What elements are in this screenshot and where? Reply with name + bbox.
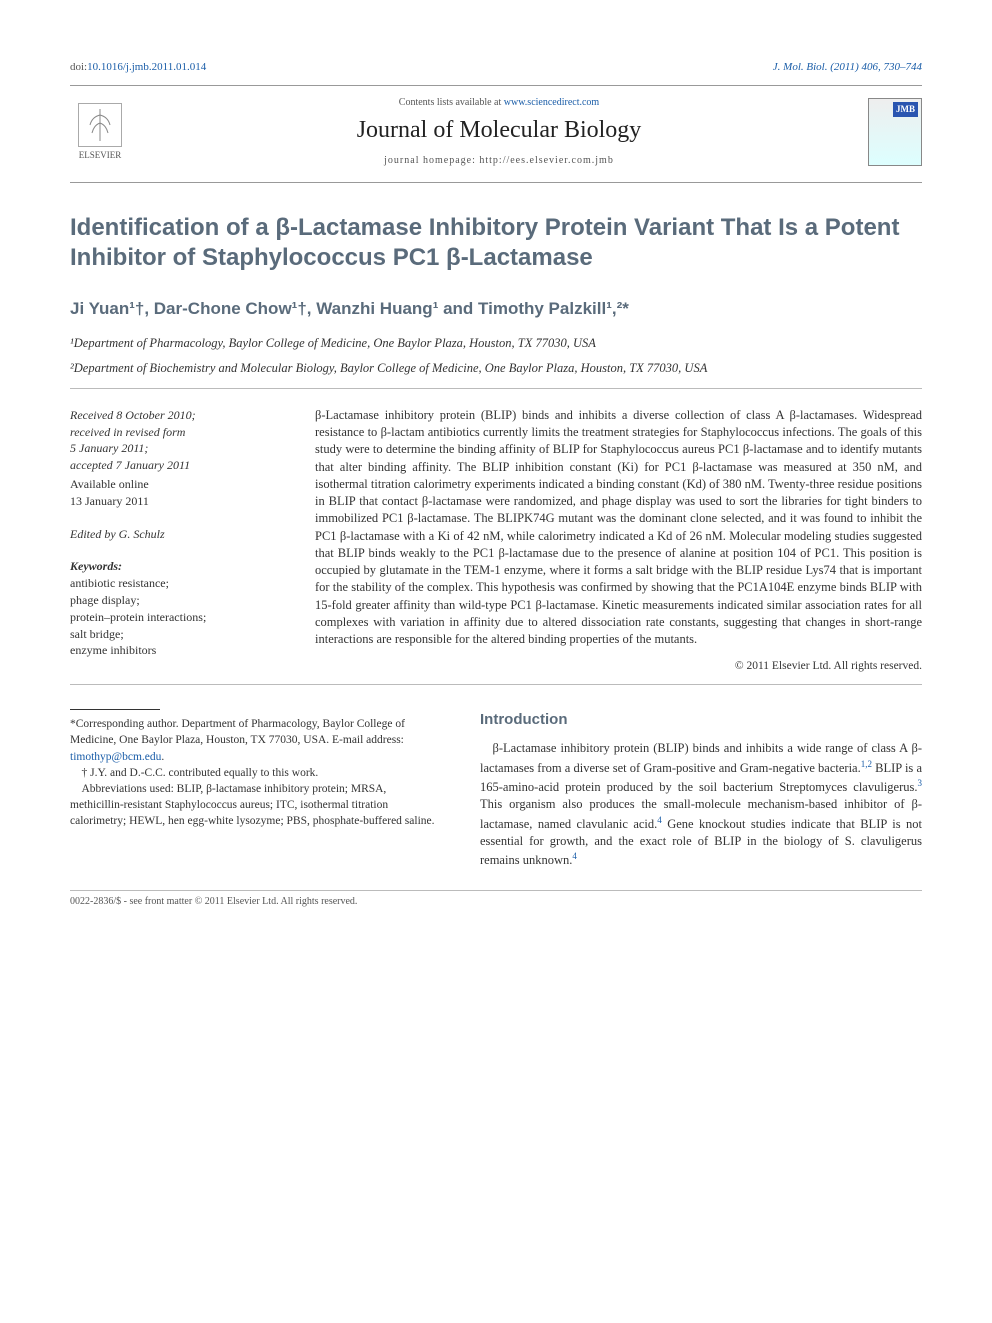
available-online: Available online 13 January 2011 (70, 476, 285, 510)
edited-by: Edited by G. Schulz (70, 526, 285, 543)
abbreviations-note: Abbreviations used: BLIP, β-lactamase in… (70, 781, 440, 829)
contents-list-line: Contents lists available at www.scienced… (130, 96, 868, 110)
contents-prefix: Contents lists available at (399, 97, 504, 108)
introduction-paragraph: β-Lactamase inhibitory protein (BLIP) bi… (480, 740, 922, 869)
period: . (161, 751, 164, 763)
header-center: Contents lists available at www.scienced… (130, 96, 868, 168)
elsevier-logo: ELSEVIER (70, 103, 130, 162)
doi-container: doi:10.1016/j.jmb.2011.01.014 (70, 60, 206, 75)
keywords-list: antibiotic resistance; phage display; pr… (70, 575, 285, 659)
abstract-section: Received 8 October 2010; received in rev… (70, 407, 922, 675)
sciencedirect-link[interactable]: www.sciencedirect.com (504, 97, 599, 108)
doi-label: doi: (70, 61, 87, 73)
abstract-column: β-Lactamase inhibitory protein (BLIP) bi… (315, 407, 922, 675)
lower-two-column: *Corresponding author. Department of Pha… (70, 709, 922, 869)
corresponding-email-link[interactable]: timothyp@bcm.edu (70, 751, 161, 763)
footnote-rule (70, 709, 160, 710)
introduction-column: Introduction β-Lactamase inhibitory prot… (480, 709, 922, 869)
elsevier-tree-icon (78, 103, 122, 147)
citation-ref[interactable]: 1,2 (861, 759, 872, 769)
article-title: Identification of a β-Lactamase Inhibito… (70, 213, 922, 273)
abstract-text: β-Lactamase inhibitory protein (BLIP) bi… (315, 407, 922, 649)
corresponding-text: *Corresponding author. Department of Pha… (70, 718, 405, 746)
corresponding-author-note: *Corresponding author. Department of Pha… (70, 716, 440, 764)
doi-link[interactable]: 10.1016/j.jmb.2011.01.014 (87, 61, 206, 73)
citation: J. Mol. Biol. (2011) 406, 730–744 (773, 60, 922, 75)
introduction-heading: Introduction (480, 709, 922, 730)
abstract-copyright: © 2011 Elsevier Ltd. All rights reserved… (315, 658, 922, 674)
article-meta-sidebar: Received 8 October 2010; received in rev… (70, 407, 285, 675)
journal-name: Journal of Molecular Biology (130, 114, 868, 148)
author-list: Ji Yuan¹†, Dar-Chone Chow¹†, Wanzhi Huan… (70, 297, 922, 321)
footnotes: *Corresponding author. Department of Pha… (70, 709, 440, 869)
citation-ref[interactable]: 4 (572, 851, 577, 861)
elsevier-label: ELSEVIER (79, 150, 122, 160)
intro-text-1: β-Lactamase inhibitory protein (BLIP) bi… (480, 741, 922, 774)
affiliation-2: ²Department of Biochemistry and Molecula… (70, 360, 922, 378)
journal-cover-thumbnail: JMB (868, 98, 922, 166)
citation-ref[interactable]: 3 (918, 778, 923, 788)
divider (70, 684, 922, 685)
top-meta-bar: doi:10.1016/j.jmb.2011.01.014 J. Mol. Bi… (70, 60, 922, 75)
divider (70, 388, 922, 389)
journal-header: ELSEVIER Contents lists available at www… (70, 85, 922, 183)
jmb-badge: JMB (893, 102, 918, 117)
equal-contribution-note: † J.Y. and D.-C.C. contributed equally t… (70, 765, 440, 781)
affiliation-1: ¹Department of Pharmacology, Baylor Coll… (70, 335, 922, 353)
keywords-heading: Keywords: (70, 558, 285, 575)
article-dates: Received 8 October 2010; received in rev… (70, 407, 285, 474)
journal-homepage: journal homepage: http://ees.elsevier.co… (130, 154, 868, 168)
front-matter-line: 0022-2836/$ - see front matter © 2011 El… (70, 890, 922, 909)
